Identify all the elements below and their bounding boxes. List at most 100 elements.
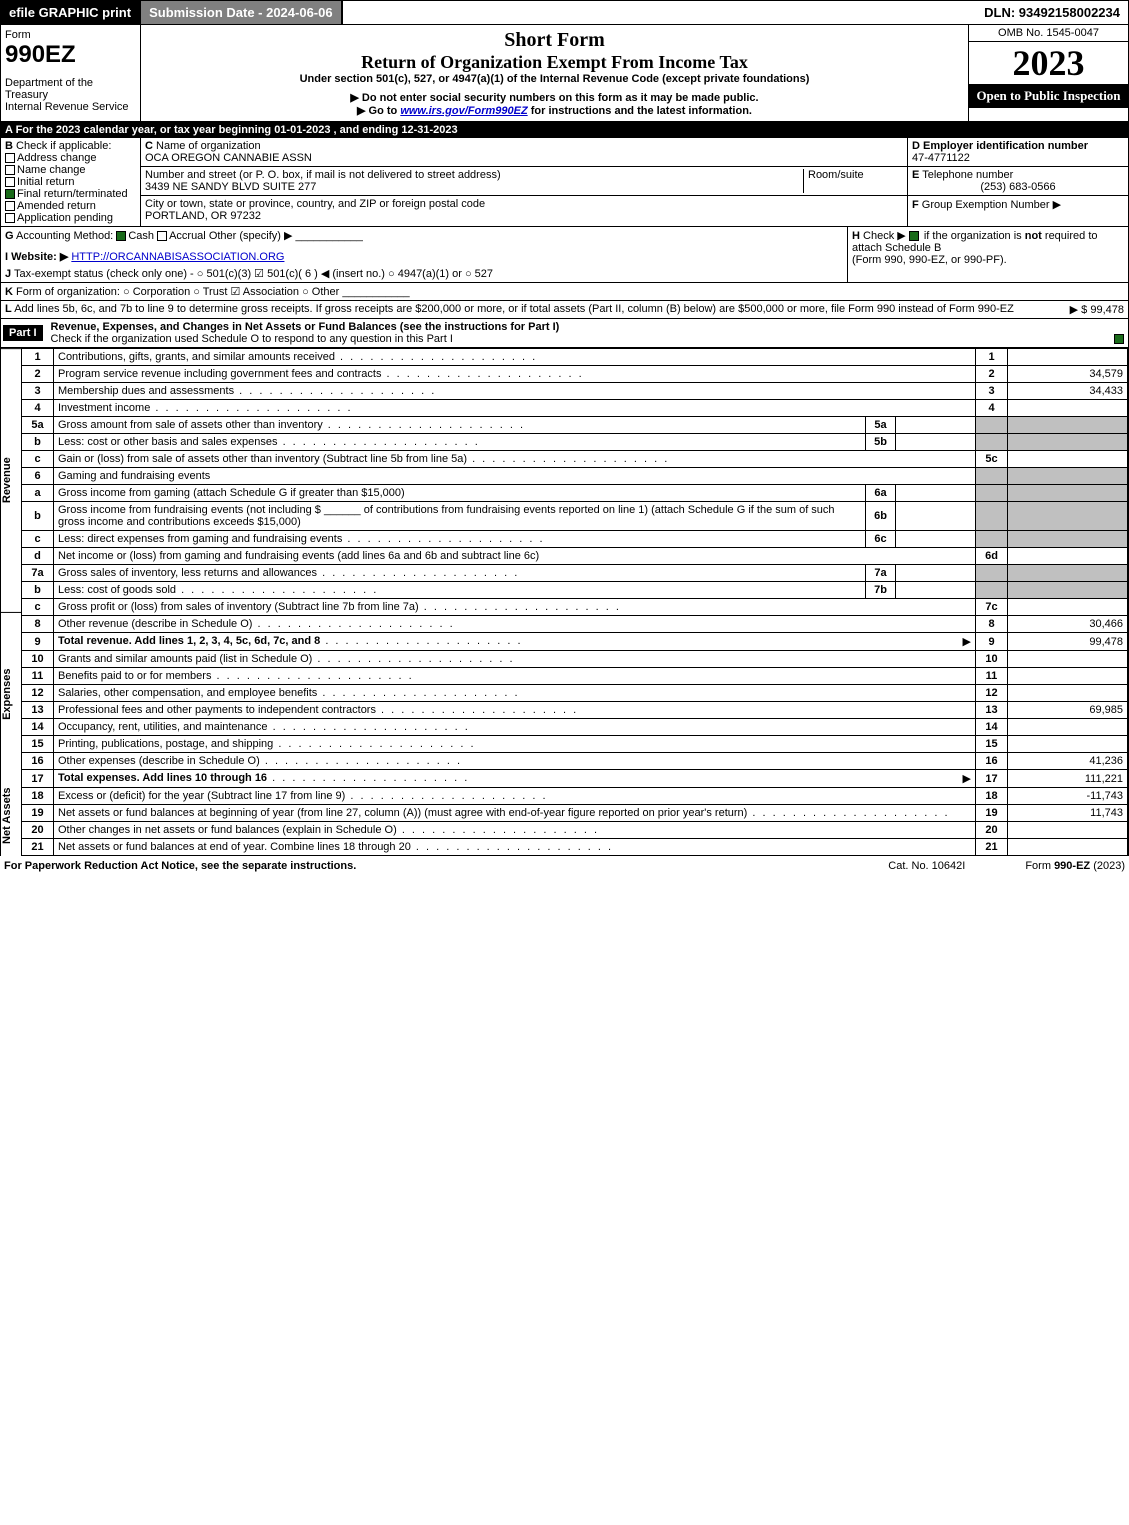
section-i-label: I (5, 251, 8, 263)
info-block: B Check if applicable: Address change Na… (0, 138, 1129, 227)
other-label: Other (specify) ▶ (209, 230, 293, 242)
line-6a: aGross income from gaming (attach Schedu… (22, 485, 1128, 502)
section-g-label: G (5, 230, 14, 242)
section-c-label: C (145, 140, 153, 152)
lines-container: Revenue Expenses Net Assets 1Contributio… (0, 348, 1129, 856)
irs-label: Internal Revenue Service (5, 101, 136, 113)
page-footer: For Paperwork Reduction Act Notice, see … (0, 856, 1129, 876)
org-addr: 3439 NE SANDY BLVD SUITE 277 (145, 181, 316, 193)
amended-return-checkbox[interactable] (5, 201, 15, 211)
section-k: K Form of organization: ○ Corporation ○ … (0, 283, 1129, 301)
part1-schedule-o-checkbox[interactable] (1114, 334, 1124, 344)
top-bar: efile GRAPHIC print Submission Date - 20… (0, 0, 1129, 25)
line-20: 20Other changes in net assets or fund ba… (22, 822, 1128, 839)
form-subtitle: Under section 501(c), 527, or 4947(a)(1)… (145, 73, 964, 85)
line-5b: bLess: cost or other basis and sales exp… (22, 434, 1128, 451)
section-l-label: L (5, 303, 12, 315)
form-title-2: Return of Organization Exempt From Incom… (145, 52, 964, 73)
section-e-label: E (912, 169, 919, 181)
section-a: A For the 2023 calendar year, or tax yea… (0, 122, 1129, 138)
lines-table: 1Contributions, gifts, grants, and simil… (21, 348, 1128, 856)
initial-return-checkbox[interactable] (5, 177, 15, 187)
website-link[interactable]: HTTP://ORCANNABISASSOCIATION.ORG (71, 251, 284, 263)
accrual-label: Accrual (169, 230, 206, 242)
ein-label: Employer identification number (923, 140, 1088, 152)
room-label: Room/suite (803, 169, 903, 193)
form-label: Form (5, 29, 136, 41)
form-note-2: ▶ Go to www.irs.gov/Form990EZ for instru… (145, 104, 964, 117)
dln: DLN: 93492158002234 (976, 1, 1128, 24)
section-k-label: K (5, 286, 13, 298)
line-12: 12Salaries, other compensation, and empl… (22, 685, 1128, 702)
footer-left: For Paperwork Reduction Act Notice, see … (4, 860, 888, 872)
line-6: 6Gaming and fundraising events (22, 468, 1128, 485)
form-note-1: ▶ Do not enter social security numbers o… (145, 91, 964, 104)
app-pending-checkbox[interactable] (5, 213, 15, 223)
section-l: L Add lines 5b, 6c, and 7b to line 9 to … (0, 301, 1129, 319)
dept-label: Department of the Treasury (5, 77, 136, 101)
line-16: 16Other expenses (describe in Schedule O… (22, 753, 1128, 770)
h-text1: Check ▶ (863, 230, 906, 242)
name-change-checkbox[interactable] (5, 165, 15, 175)
schedule-b-checkbox[interactable] (909, 231, 919, 241)
line-2: 2Program service revenue including gover… (22, 366, 1128, 383)
expenses-vlabel: Expenses (1, 612, 21, 775)
line-21: 21Net assets or fund balances at end of … (22, 839, 1128, 856)
gh-block: G Accounting Method: Cash Accrual Other … (0, 227, 1129, 283)
org-name: OCA OREGON CANNABIE ASSN (145, 152, 312, 164)
line-6d: dNet income or (loss) from gaming and fu… (22, 548, 1128, 565)
cash-label: Cash (128, 230, 154, 242)
line-6c: cLess: direct expenses from gaming and f… (22, 531, 1128, 548)
opt-final: Final return/terminated (17, 188, 128, 200)
accrual-checkbox[interactable] (157, 231, 167, 241)
addr-label: Number and street (or P. O. box, if mail… (145, 169, 501, 181)
website-label: Website: ▶ (11, 251, 68, 263)
opt-amended: Amended return (17, 200, 96, 212)
tax-year: 2023 (969, 42, 1128, 84)
submission-date: Submission Date - 2024-06-06 (139, 1, 343, 24)
line-11: 11Benefits paid to or for members11 (22, 668, 1128, 685)
final-return-checkbox[interactable] (5, 189, 15, 199)
phone-label: Telephone number (922, 169, 1013, 181)
irs-link[interactable]: www.irs.gov/Form990EZ (400, 105, 527, 117)
revenue-vlabel: Revenue (1, 348, 21, 612)
line-8: 8Other revenue (describe in Schedule O)8… (22, 616, 1128, 633)
part-1-label: Part I (3, 325, 43, 341)
form-number: 990EZ (5, 41, 136, 69)
line-18: 18Excess or (deficit) for the year (Subt… (22, 788, 1128, 805)
line-3: 3Membership dues and assessments334,433 (22, 383, 1128, 400)
line-4: 4Investment income4 (22, 400, 1128, 417)
section-b-label: B (5, 140, 13, 152)
open-inspection: Open to Public Inspection (969, 84, 1128, 108)
form-header: Form 990EZ Department of the Treasury In… (0, 25, 1129, 122)
addr-change-checkbox[interactable] (5, 153, 15, 163)
form-title-1: Short Form (145, 29, 964, 52)
line-5a: 5aGross amount from sale of assets other… (22, 417, 1128, 434)
phone-value: (253) 683-0566 (912, 181, 1124, 193)
section-d-label: D (912, 140, 920, 152)
section-h-label: H (852, 230, 860, 242)
line-5c: cGain or (loss) from sale of assets othe… (22, 451, 1128, 468)
tax-exempt-text: Tax-exempt status (check only one) - ○ 5… (14, 268, 493, 280)
line-1: 1Contributions, gifts, grants, and simil… (22, 349, 1128, 366)
line-19: 19Net assets or fund balances at beginni… (22, 805, 1128, 822)
line-14: 14Occupancy, rent, utilities, and mainte… (22, 719, 1128, 736)
line-17: 17Total expenses. Add lines 10 through 1… (22, 770, 1128, 788)
line-7a: 7aGross sales of inventory, less returns… (22, 565, 1128, 582)
footer-center: Cat. No. 10642I (888, 860, 965, 872)
section-l-text: Add lines 5b, 6c, and 7b to line 9 to de… (14, 303, 1014, 315)
line-13: 13Professional fees and other payments t… (22, 702, 1128, 719)
part-1-header: Part I Revenue, Expenses, and Changes in… (0, 319, 1129, 348)
omb-number: OMB No. 1545-0047 (969, 25, 1128, 42)
city-label: City or town, state or province, country… (145, 198, 485, 210)
cash-checkbox[interactable] (116, 231, 126, 241)
opt-pending: Application pending (17, 212, 113, 224)
section-f-label: F (912, 199, 919, 211)
section-l-amount: ▶ $ 99,478 (1070, 303, 1124, 316)
group-exempt-label: Group Exemption Number (922, 199, 1050, 211)
line-10: 10Grants and similar amounts paid (list … (22, 651, 1128, 668)
h-text3: (Form 990, 990-EZ, or 990-PF). (852, 254, 1007, 266)
section-k-text: Form of organization: ○ Corporation ○ Tr… (16, 286, 339, 298)
opt-name: Name change (17, 164, 86, 176)
line-9: 9Total revenue. Add lines 1, 2, 3, 4, 5c… (22, 633, 1128, 651)
